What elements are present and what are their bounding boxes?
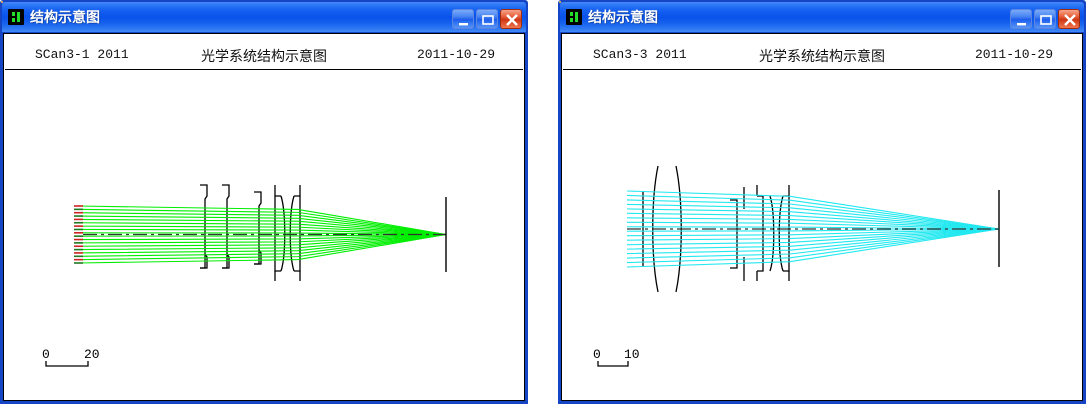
svg-text:20: 20 [84, 347, 100, 362]
svg-text:0: 0 [42, 347, 50, 362]
svg-text:0: 0 [593, 347, 601, 362]
svg-text:10: 10 [624, 347, 640, 362]
